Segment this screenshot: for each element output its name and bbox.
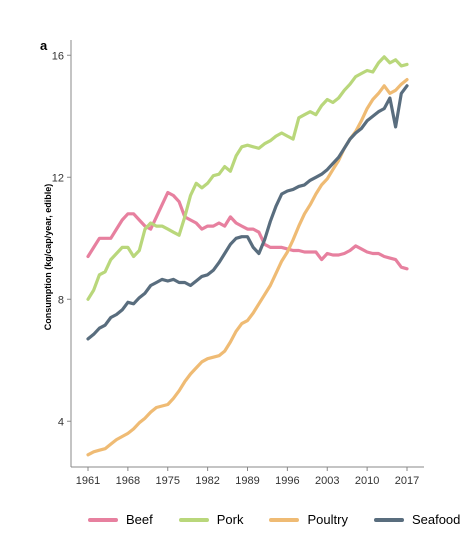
x-tick-label: 1989: [235, 475, 259, 487]
series-line-pork: [86, 55, 409, 301]
y-tick-label: 8: [58, 294, 64, 306]
series-line-seafood: [86, 84, 409, 341]
x-tick-label: 2003: [315, 475, 339, 487]
x-tick-label: 2010: [355, 475, 379, 487]
legend-item-seafood: Seafood: [373, 512, 461, 527]
panel-label: a: [40, 38, 48, 53]
y-tick-label: 16: [52, 50, 64, 62]
axes: 4 8 12 16 1961 1968 1975 1982 1989 1996 2003 2010 20…: [52, 40, 424, 487]
x-tick-label: 1968: [116, 475, 140, 487]
legend-swatch: [373, 517, 404, 522]
legend-swatch: [269, 517, 300, 522]
legend-label: Pork: [216, 512, 244, 527]
x-tick-label: 1996: [275, 475, 299, 487]
x-tick-label: 1975: [156, 475, 180, 487]
legend-item-poultry: Poultry: [269, 512, 348, 527]
x-tick-label: 2017: [395, 475, 419, 487]
legend-label: Seafood: [411, 512, 461, 527]
legend-swatch: [88, 517, 118, 522]
legend-label: Beef: [126, 512, 153, 527]
y-tick-label: 4: [58, 416, 64, 428]
series-lines: [86, 55, 409, 457]
series-line-poultry: [86, 77, 409, 457]
y-tick-label: 12: [52, 172, 64, 184]
legend-item-pork: Pork: [178, 512, 244, 527]
line-chart: 4 8 12 16 1961 1968 1975 1982 1989 1996 2003 2010 20…: [52, 40, 424, 487]
x-tick-label: 1961: [76, 475, 100, 487]
legend-item-beef: Beef: [88, 512, 153, 527]
series-line-beef: [86, 190, 409, 271]
legend: Beef Pork Poultry Seafood: [88, 512, 467, 527]
legend-swatch: [178, 517, 209, 522]
x-tick-label: 1982: [195, 475, 219, 487]
legend-label: Poultry: [307, 512, 348, 527]
